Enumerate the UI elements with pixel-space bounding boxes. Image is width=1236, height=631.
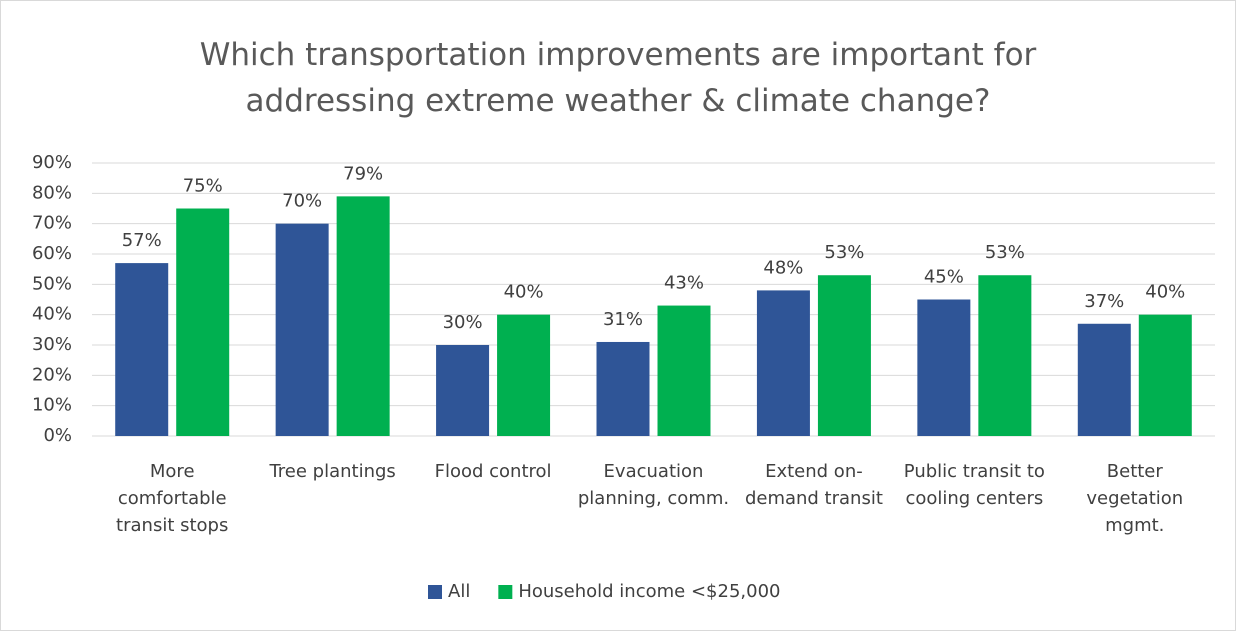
y-tick-label: 40% [32, 304, 72, 325]
x-tick-label: Flood control [434, 461, 552, 482]
y-tick-label: 70% [32, 213, 72, 234]
y-tick-label: 90% [32, 152, 72, 173]
data-label: 43% [664, 273, 704, 294]
bar [817, 275, 871, 436]
bar [756, 290, 810, 436]
bar [657, 305, 711, 436]
data-label: 48% [763, 257, 803, 278]
legend-swatch [498, 585, 513, 599]
legend-swatch [428, 585, 442, 599]
bar [596, 341, 650, 436]
bar [497, 314, 551, 436]
data-label: 30% [443, 312, 483, 333]
legend-label: All [448, 581, 470, 602]
data-label: 53% [824, 242, 864, 263]
data-label: 75% [183, 176, 223, 197]
bar [978, 275, 1032, 436]
data-label: 40% [504, 282, 544, 303]
data-label: 79% [343, 163, 383, 184]
y-tick-label: 0% [43, 425, 72, 446]
x-tick-label: Evacuation planning, comm. [577, 461, 730, 509]
y-tick-label: 10% [32, 395, 72, 416]
data-label: 31% [603, 309, 643, 330]
x-tick-label: Extend on-demand transit [744, 461, 883, 509]
y-tick-label: 20% [32, 364, 72, 385]
data-label: 45% [924, 267, 964, 288]
bar [275, 223, 329, 436]
x-tick-label: More comfortable transit stops [116, 461, 229, 536]
x-tick-label: Public transit to cooling centers [903, 461, 1045, 509]
x-tick-label: Tree plantings [269, 461, 396, 482]
chart-title: Which transportation improvements are im… [199, 37, 1037, 119]
bar [115, 263, 169, 436]
bar [336, 196, 390, 436]
y-tick-label: 80% [32, 182, 72, 203]
x-tick-label: Better vegetation mgmt. [1086, 461, 1184, 536]
data-label: 37% [1084, 291, 1124, 312]
y-tick-label: 60% [32, 243, 72, 264]
data-label: 70% [282, 191, 322, 212]
data-label: 53% [985, 242, 1025, 263]
data-label: 40% [1145, 282, 1185, 303]
bar [1077, 323, 1131, 436]
bar [436, 345, 490, 436]
bar [917, 299, 971, 436]
bar [1138, 314, 1192, 436]
legend-label: Household income <$25,000 [518, 581, 780, 602]
y-tick-label: 50% [32, 273, 72, 294]
data-label: 57% [122, 230, 162, 251]
y-tick-label: 30% [32, 334, 72, 355]
bar [176, 208, 230, 436]
